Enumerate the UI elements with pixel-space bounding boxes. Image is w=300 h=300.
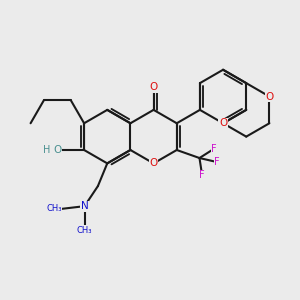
Text: F: F xyxy=(199,170,205,180)
Text: O: O xyxy=(149,82,158,92)
Text: H: H xyxy=(43,145,50,155)
Text: O: O xyxy=(219,118,227,128)
Text: N: N xyxy=(81,201,88,211)
Text: O: O xyxy=(265,92,274,101)
Text: O: O xyxy=(53,145,61,155)
Text: O: O xyxy=(149,158,158,168)
Text: CH₃: CH₃ xyxy=(46,204,62,213)
Text: CH₃: CH₃ xyxy=(77,226,92,235)
Text: F: F xyxy=(212,144,217,154)
Text: F: F xyxy=(214,157,220,167)
